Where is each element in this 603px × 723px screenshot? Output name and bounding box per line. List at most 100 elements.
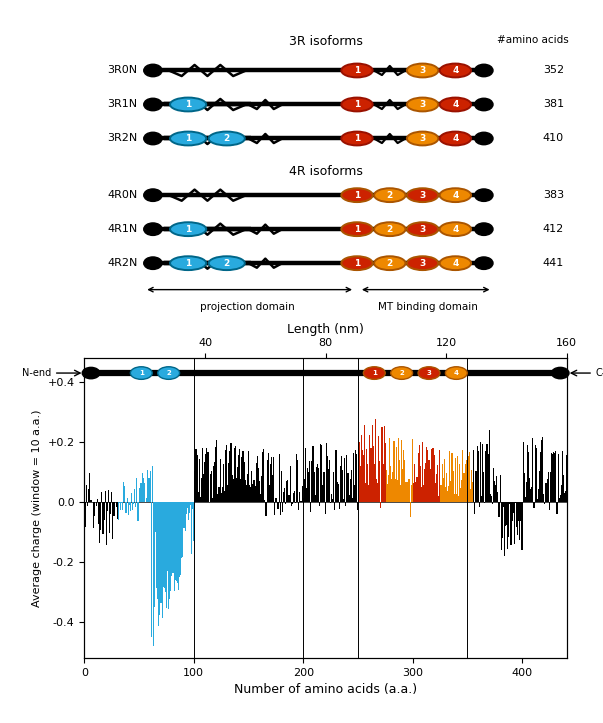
Bar <box>204 463 205 502</box>
Bar <box>306 488 307 502</box>
Bar <box>304 479 305 502</box>
Ellipse shape <box>144 189 162 202</box>
Bar <box>99 502 100 543</box>
Bar <box>390 466 391 502</box>
Bar <box>470 489 471 502</box>
Bar <box>133 502 134 505</box>
Bar <box>172 502 174 573</box>
Ellipse shape <box>130 367 152 380</box>
Bar <box>197 455 198 502</box>
Bar <box>370 448 371 502</box>
Bar <box>227 485 229 502</box>
Bar <box>137 502 139 521</box>
Bar <box>566 455 567 502</box>
Bar <box>286 481 288 502</box>
Bar <box>101 492 103 502</box>
Bar <box>225 450 226 502</box>
Bar <box>385 442 386 502</box>
Bar <box>492 502 493 504</box>
Bar <box>424 469 425 502</box>
Bar <box>235 446 236 502</box>
Bar <box>202 448 203 502</box>
Bar <box>503 502 504 507</box>
Bar <box>373 446 374 502</box>
Text: 2: 2 <box>224 134 230 143</box>
Bar <box>366 448 367 502</box>
Ellipse shape <box>209 256 245 270</box>
Bar <box>171 502 172 576</box>
Bar <box>355 450 356 502</box>
Ellipse shape <box>341 256 373 270</box>
Bar <box>166 502 167 608</box>
Text: 3: 3 <box>426 370 431 376</box>
Bar <box>341 455 342 502</box>
Bar <box>303 498 304 502</box>
Bar <box>356 454 358 502</box>
Bar <box>495 485 496 502</box>
Bar <box>317 463 318 502</box>
Bar <box>455 458 456 502</box>
Ellipse shape <box>144 257 162 270</box>
Bar <box>429 469 431 502</box>
Bar <box>443 478 444 502</box>
Bar <box>543 495 545 502</box>
Bar <box>468 455 469 502</box>
Ellipse shape <box>418 367 440 380</box>
Bar <box>241 457 242 502</box>
Bar <box>90 500 92 502</box>
Bar <box>362 450 363 502</box>
Bar <box>493 469 494 502</box>
Bar <box>279 454 280 502</box>
Ellipse shape <box>374 256 405 270</box>
Bar <box>444 459 445 502</box>
Bar <box>182 502 183 557</box>
Bar <box>120 502 121 510</box>
Bar <box>530 489 531 502</box>
Bar <box>121 502 122 503</box>
Bar <box>485 451 487 502</box>
Text: 4R1N: 4R1N <box>107 224 137 234</box>
Bar <box>314 471 315 502</box>
Bar <box>135 502 136 508</box>
Text: 1: 1 <box>354 66 360 75</box>
Ellipse shape <box>170 132 206 145</box>
Text: 1: 1 <box>354 259 360 268</box>
Bar <box>179 502 180 577</box>
Text: 4: 4 <box>452 134 458 143</box>
Text: C-end: C-end <box>595 368 603 378</box>
Ellipse shape <box>158 367 180 380</box>
Bar <box>343 499 344 502</box>
Bar <box>367 464 368 502</box>
Bar <box>157 502 158 599</box>
Text: 3R2N: 3R2N <box>107 134 137 143</box>
Bar <box>554 453 555 502</box>
Bar <box>105 491 106 502</box>
Bar <box>153 502 154 646</box>
Bar <box>315 495 316 502</box>
Bar <box>311 461 312 502</box>
Bar <box>298 502 299 510</box>
Text: 441: 441 <box>543 258 564 268</box>
Bar <box>518 502 519 521</box>
Bar <box>294 491 295 502</box>
Ellipse shape <box>407 64 438 77</box>
Bar <box>431 450 432 502</box>
Bar <box>379 461 380 502</box>
Bar <box>302 486 303 502</box>
Bar <box>251 471 252 502</box>
Bar <box>494 481 495 502</box>
Text: 2: 2 <box>224 259 230 268</box>
Ellipse shape <box>440 222 471 236</box>
Bar <box>456 494 457 502</box>
Bar <box>497 492 499 502</box>
Bar <box>271 457 272 502</box>
Bar <box>217 494 218 502</box>
Bar <box>246 485 247 502</box>
Bar <box>507 502 508 549</box>
Bar <box>233 479 234 502</box>
Bar <box>223 464 224 502</box>
Text: #amino acids: #amino acids <box>497 35 569 46</box>
Bar <box>445 487 446 502</box>
Bar <box>174 502 175 591</box>
Bar <box>411 484 412 502</box>
